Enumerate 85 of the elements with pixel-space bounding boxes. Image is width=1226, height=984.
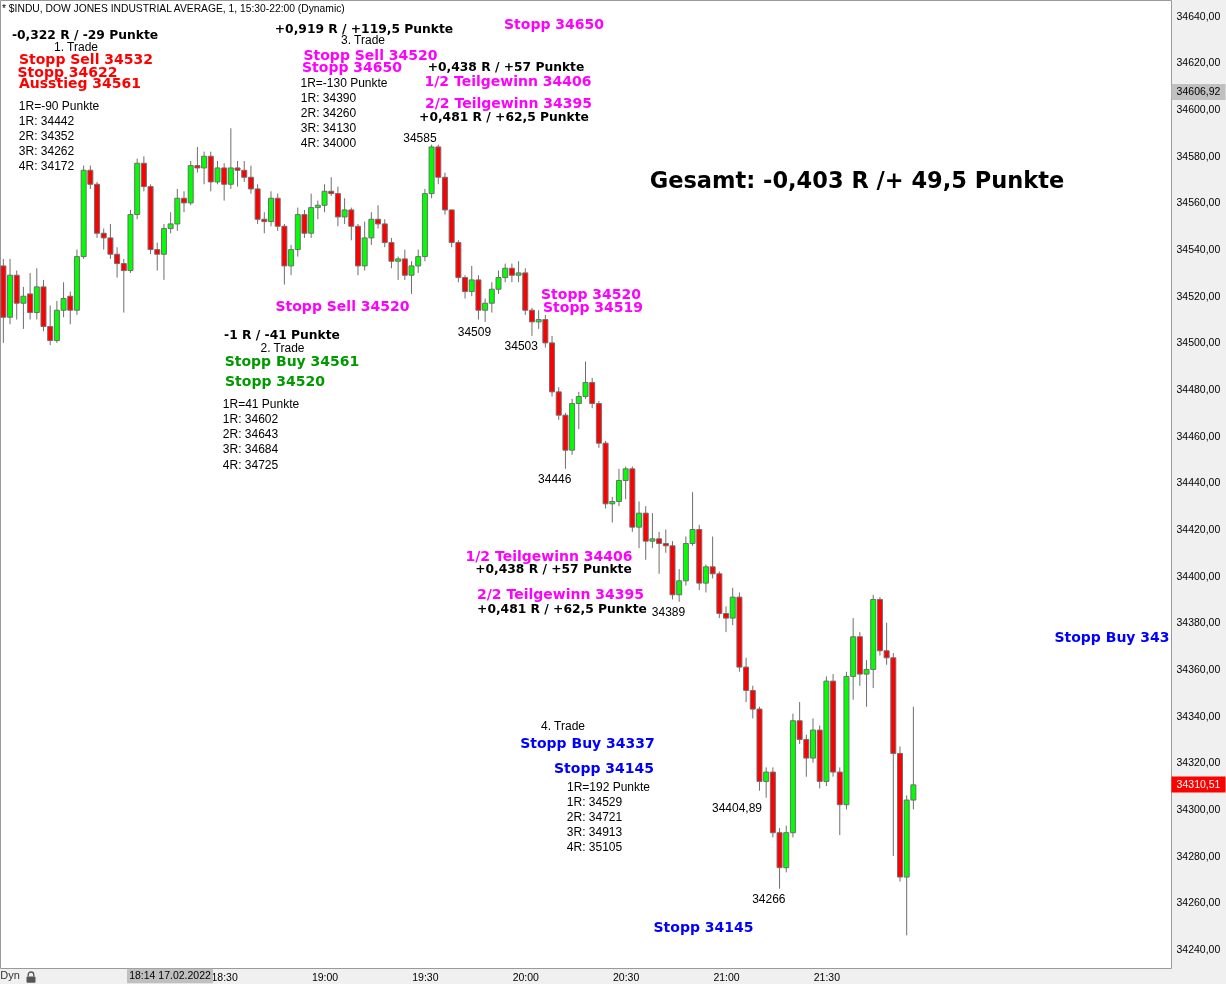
y-tick-label: 34240,00 xyxy=(1176,942,1221,955)
annotation: 4. Trade xyxy=(540,719,586,733)
y-tick-label: 34420,00 xyxy=(1176,522,1221,535)
annotation: +0,481 R / +62,5 Punkte xyxy=(419,110,589,124)
annotation: 34446 xyxy=(538,471,572,486)
annotation: 4R: 35105 xyxy=(566,840,623,854)
y-tick-label: 34320,00 xyxy=(1176,756,1221,769)
annotation: Stopp 34145 xyxy=(653,919,754,935)
annotation: 1. Trade xyxy=(53,40,99,54)
annotation: 1R=41 Punkte xyxy=(222,397,300,411)
y-tick-label: 34500,00 xyxy=(1176,336,1221,349)
y-tick-label: 34520,00 xyxy=(1176,289,1221,302)
annotation: 3R: 34913 xyxy=(566,825,623,839)
chart-title: * $INDU, DOW JONES INDUSTRIAL AVERAGE, 1, 15:30-22:00 (Dynamic) xyxy=(2,3,345,14)
annotation: 4R: 34725 xyxy=(222,458,279,472)
y-tick-label: 34580,00 xyxy=(1176,149,1221,162)
x-tick-label: 20:30 xyxy=(613,970,640,983)
y-tick-label: 34600,00 xyxy=(1176,103,1221,116)
x-tick-label: 18:30 xyxy=(211,970,238,983)
annotation: 4R: 34000 xyxy=(300,136,357,150)
annotation: +0,919 R / +119,5 Punkte xyxy=(274,22,454,36)
y-tick-label: 34460,00 xyxy=(1176,429,1221,442)
text: Gesamt: -0,403 R /+ 49,5 Punkte xyxy=(649,167,1065,193)
annotation: +0,438 R / +57 Punkte xyxy=(427,60,585,74)
x-tick-label: 20:00 xyxy=(512,970,540,983)
y-tick-label: 34380,00 xyxy=(1176,616,1221,629)
annotation: 2R: 34721 xyxy=(566,810,623,824)
y-tick-label: 34400,00 xyxy=(1176,569,1221,582)
annotation: Stopp Buy 34337 xyxy=(520,735,655,751)
annotation: 1/2 Teilgewinn 34406 xyxy=(424,73,592,89)
y-tick-label: 34300,00 xyxy=(1176,802,1221,815)
y-tick-label: 34620,00 xyxy=(1176,56,1221,69)
annotation: 1R=-90 Punkte xyxy=(18,99,100,113)
y-tick-label: 34480,00 xyxy=(1176,383,1221,396)
annotation: Stopp Buy 343 xyxy=(1054,629,1170,645)
annotation: 34266 xyxy=(752,891,786,906)
annotation: 1R: 34602 xyxy=(222,412,279,426)
y-tick-label: 34440,00 xyxy=(1176,476,1221,489)
x-tick-label: 19:30 xyxy=(412,970,439,983)
y-tick-label: 34360,00 xyxy=(1176,662,1221,675)
text: 18:14 17.02.2022 xyxy=(129,969,212,981)
annotation: Stopp Sell 34532 xyxy=(18,51,154,67)
annotation: 1R=192 Punkte xyxy=(566,780,651,794)
annotation: Stopp 34520 xyxy=(540,286,642,302)
annotation: 2/2 Teilgewinn 34395 xyxy=(424,95,593,111)
text: 34606,92 xyxy=(1176,85,1221,97)
annotation: 2R: 34260 xyxy=(300,106,357,120)
annotation: 2. Trade xyxy=(260,341,305,355)
annotation: -1 R / -41 Punkte xyxy=(224,328,340,342)
annotation: 34389 xyxy=(651,604,686,619)
annotation: Stopp 34520 xyxy=(224,373,326,389)
annotation: 4R: 34172 xyxy=(18,159,75,173)
text: 34310,51 xyxy=(1176,777,1221,790)
annotation: 1R=-130 Punkte xyxy=(300,76,388,90)
annotation: Stopp Sell 34520 xyxy=(275,298,410,314)
annotation: 34509 xyxy=(457,324,492,339)
annotation: 1/2 Teilgewinn 34406 xyxy=(465,548,633,564)
annotation: Stopp 34145 xyxy=(553,760,655,776)
annotation: 3R: 34262 xyxy=(18,144,75,158)
annotation: 1R: 34390 xyxy=(300,91,357,105)
annotation: Stopp Buy 34561 xyxy=(224,353,360,369)
y-tick-label: 34560,00 xyxy=(1176,196,1221,209)
annotation: +0,481 R / +62,5 Punkte xyxy=(477,602,647,616)
annotation: 1R: 34442 xyxy=(18,114,75,128)
y-tick-label: 34340,00 xyxy=(1176,709,1221,722)
x-tick-label: 21:00 xyxy=(713,970,740,983)
annotation: -0,322 R / -29 Punkte xyxy=(11,28,159,42)
annotation: 3R: 34130 xyxy=(300,121,357,135)
annotation: 2R: 34643 xyxy=(222,427,279,441)
y-tick-label: 34640,00 xyxy=(1176,9,1221,22)
annotation: 34503 xyxy=(504,338,539,353)
annotation: 1R: 34529 xyxy=(566,795,623,809)
y-tick-label: 34260,00 xyxy=(1176,896,1221,909)
annotation: 2R: 34352 xyxy=(18,129,75,143)
annotation: 2/2 Teilgewinn 34395 xyxy=(476,586,645,602)
annotation: 3. Trade xyxy=(340,33,386,47)
x-tick-label: 21:30 xyxy=(813,970,841,983)
text: Dyn xyxy=(0,969,20,981)
annotation: 3R: 34684 xyxy=(222,442,279,456)
annotation: 34585 xyxy=(403,130,437,145)
y-tick-label: 34540,00 xyxy=(1176,243,1221,256)
annotation: Stopp 34650 xyxy=(503,16,605,32)
annotation: 34404,89 xyxy=(711,801,763,815)
y-tick-label: 34280,00 xyxy=(1176,849,1221,862)
x-tick-label: 19:00 xyxy=(311,970,339,983)
